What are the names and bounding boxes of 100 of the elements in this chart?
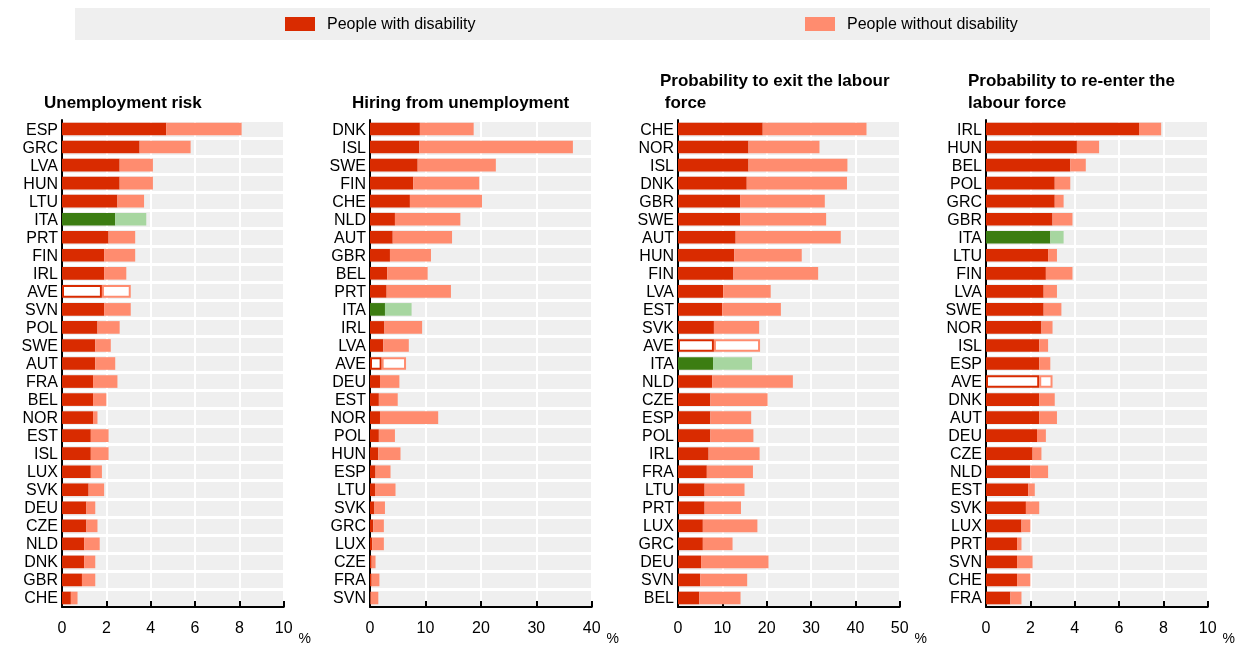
y-tick-label: IRL	[649, 445, 675, 463]
bar	[370, 393, 379, 406]
bar	[1041, 321, 1053, 334]
bar	[678, 194, 741, 208]
y-tick-label: IRL	[957, 120, 983, 138]
x-tick-label: 20	[471, 618, 490, 636]
bar	[370, 194, 410, 208]
bar	[986, 573, 1018, 587]
y-tick-label: ISL	[957, 336, 983, 354]
bar	[678, 411, 711, 424]
bar	[62, 158, 120, 172]
y-tick-label: NLD	[641, 373, 674, 391]
x-tick-label: 8	[1158, 618, 1168, 636]
bar	[986, 537, 1018, 551]
y-tick-label: SVK	[641, 318, 675, 336]
bar	[678, 303, 723, 316]
y-tick-label: DEU	[948, 427, 982, 445]
bar	[371, 555, 376, 569]
x-tick-label: 6	[1114, 618, 1124, 636]
y-tick-label: LVA	[954, 282, 983, 300]
y-tick-label: CZE	[334, 553, 366, 571]
bar	[678, 248, 735, 262]
bar	[370, 267, 388, 280]
bar	[678, 357, 714, 370]
bar	[1039, 393, 1055, 406]
bar	[1050, 230, 1064, 244]
bar	[678, 483, 705, 497]
bar	[413, 176, 480, 190]
y-tick-label: GBR	[23, 571, 58, 589]
bar	[678, 321, 714, 334]
bar	[383, 339, 409, 352]
bar	[986, 230, 1051, 244]
bar	[384, 303, 412, 316]
bar	[678, 375, 713, 388]
bar	[740, 212, 827, 226]
bar	[375, 465, 391, 479]
bar	[986, 501, 1026, 515]
bar	[1052, 212, 1073, 226]
bar	[95, 339, 111, 352]
bar	[704, 501, 741, 515]
x-tick-label: 30	[802, 618, 821, 636]
y-tick-label: NOR	[22, 409, 58, 427]
y-tick-label: LTU	[644, 481, 674, 499]
chart-title: Unemployment risk	[44, 92, 203, 112]
bar	[62, 194, 118, 208]
y-tick-label: AVE	[643, 336, 674, 354]
x-tick-label: 4	[146, 618, 156, 636]
y-tick-label: EST	[950, 481, 983, 499]
bar	[62, 555, 85, 569]
bar	[1030, 465, 1049, 479]
y-tick-label: GBR	[639, 192, 674, 210]
bar	[740, 194, 825, 208]
y-tick-label: ESP	[333, 463, 366, 481]
y-tick-label: PRT	[642, 499, 675, 517]
bar	[986, 465, 1031, 479]
y-tick-label: NLD	[333, 210, 366, 228]
y-tick-label: HUN	[23, 174, 58, 192]
bar	[62, 176, 120, 190]
bar	[370, 248, 390, 262]
bar	[394, 212, 461, 226]
y-tick-label: LUX	[950, 517, 983, 535]
x-tick-label: 0	[57, 618, 67, 636]
y-tick-label: BEL	[951, 156, 983, 174]
bar	[370, 176, 414, 190]
bar	[986, 285, 1044, 298]
chart-title: Hiring from unemployment	[352, 92, 570, 112]
bar	[370, 285, 387, 298]
y-tick-label: AUT	[26, 355, 59, 372]
bar	[986, 212, 1053, 226]
y-tick-label: BEL	[643, 589, 675, 607]
y-tick-label: SVN	[641, 571, 674, 589]
y-tick-label: HUN	[639, 246, 674, 264]
bar	[706, 465, 753, 479]
y-tick-label: FIN	[32, 246, 58, 264]
bar	[97, 321, 120, 334]
y-tick-label: SVK	[949, 499, 983, 517]
bar	[84, 537, 100, 551]
bar	[374, 483, 396, 497]
bar	[62, 573, 82, 587]
bar	[1045, 267, 1073, 280]
bar	[1043, 303, 1062, 316]
y-tick-label: NLD	[25, 535, 58, 553]
y-tick-label: LVA	[338, 336, 367, 354]
x-axis-title: %	[1222, 630, 1235, 646]
y-tick-label: FIN	[648, 264, 674, 282]
bar	[1048, 248, 1057, 262]
y-tick-label: GRC	[330, 517, 366, 535]
bar	[1043, 285, 1057, 298]
y-tick-label: DEU	[24, 499, 58, 517]
y-tick-label: BEL	[335, 264, 367, 282]
bar	[735, 230, 841, 244]
bar	[379, 411, 439, 424]
y-tick-label: NOR	[946, 318, 982, 336]
y-tick-label: ESP	[949, 355, 982, 372]
bar	[986, 158, 1071, 172]
bar	[419, 140, 573, 154]
bar	[986, 447, 1033, 460]
bar	[62, 447, 91, 460]
x-tick-label: 20	[757, 618, 776, 636]
bar	[700, 573, 748, 587]
